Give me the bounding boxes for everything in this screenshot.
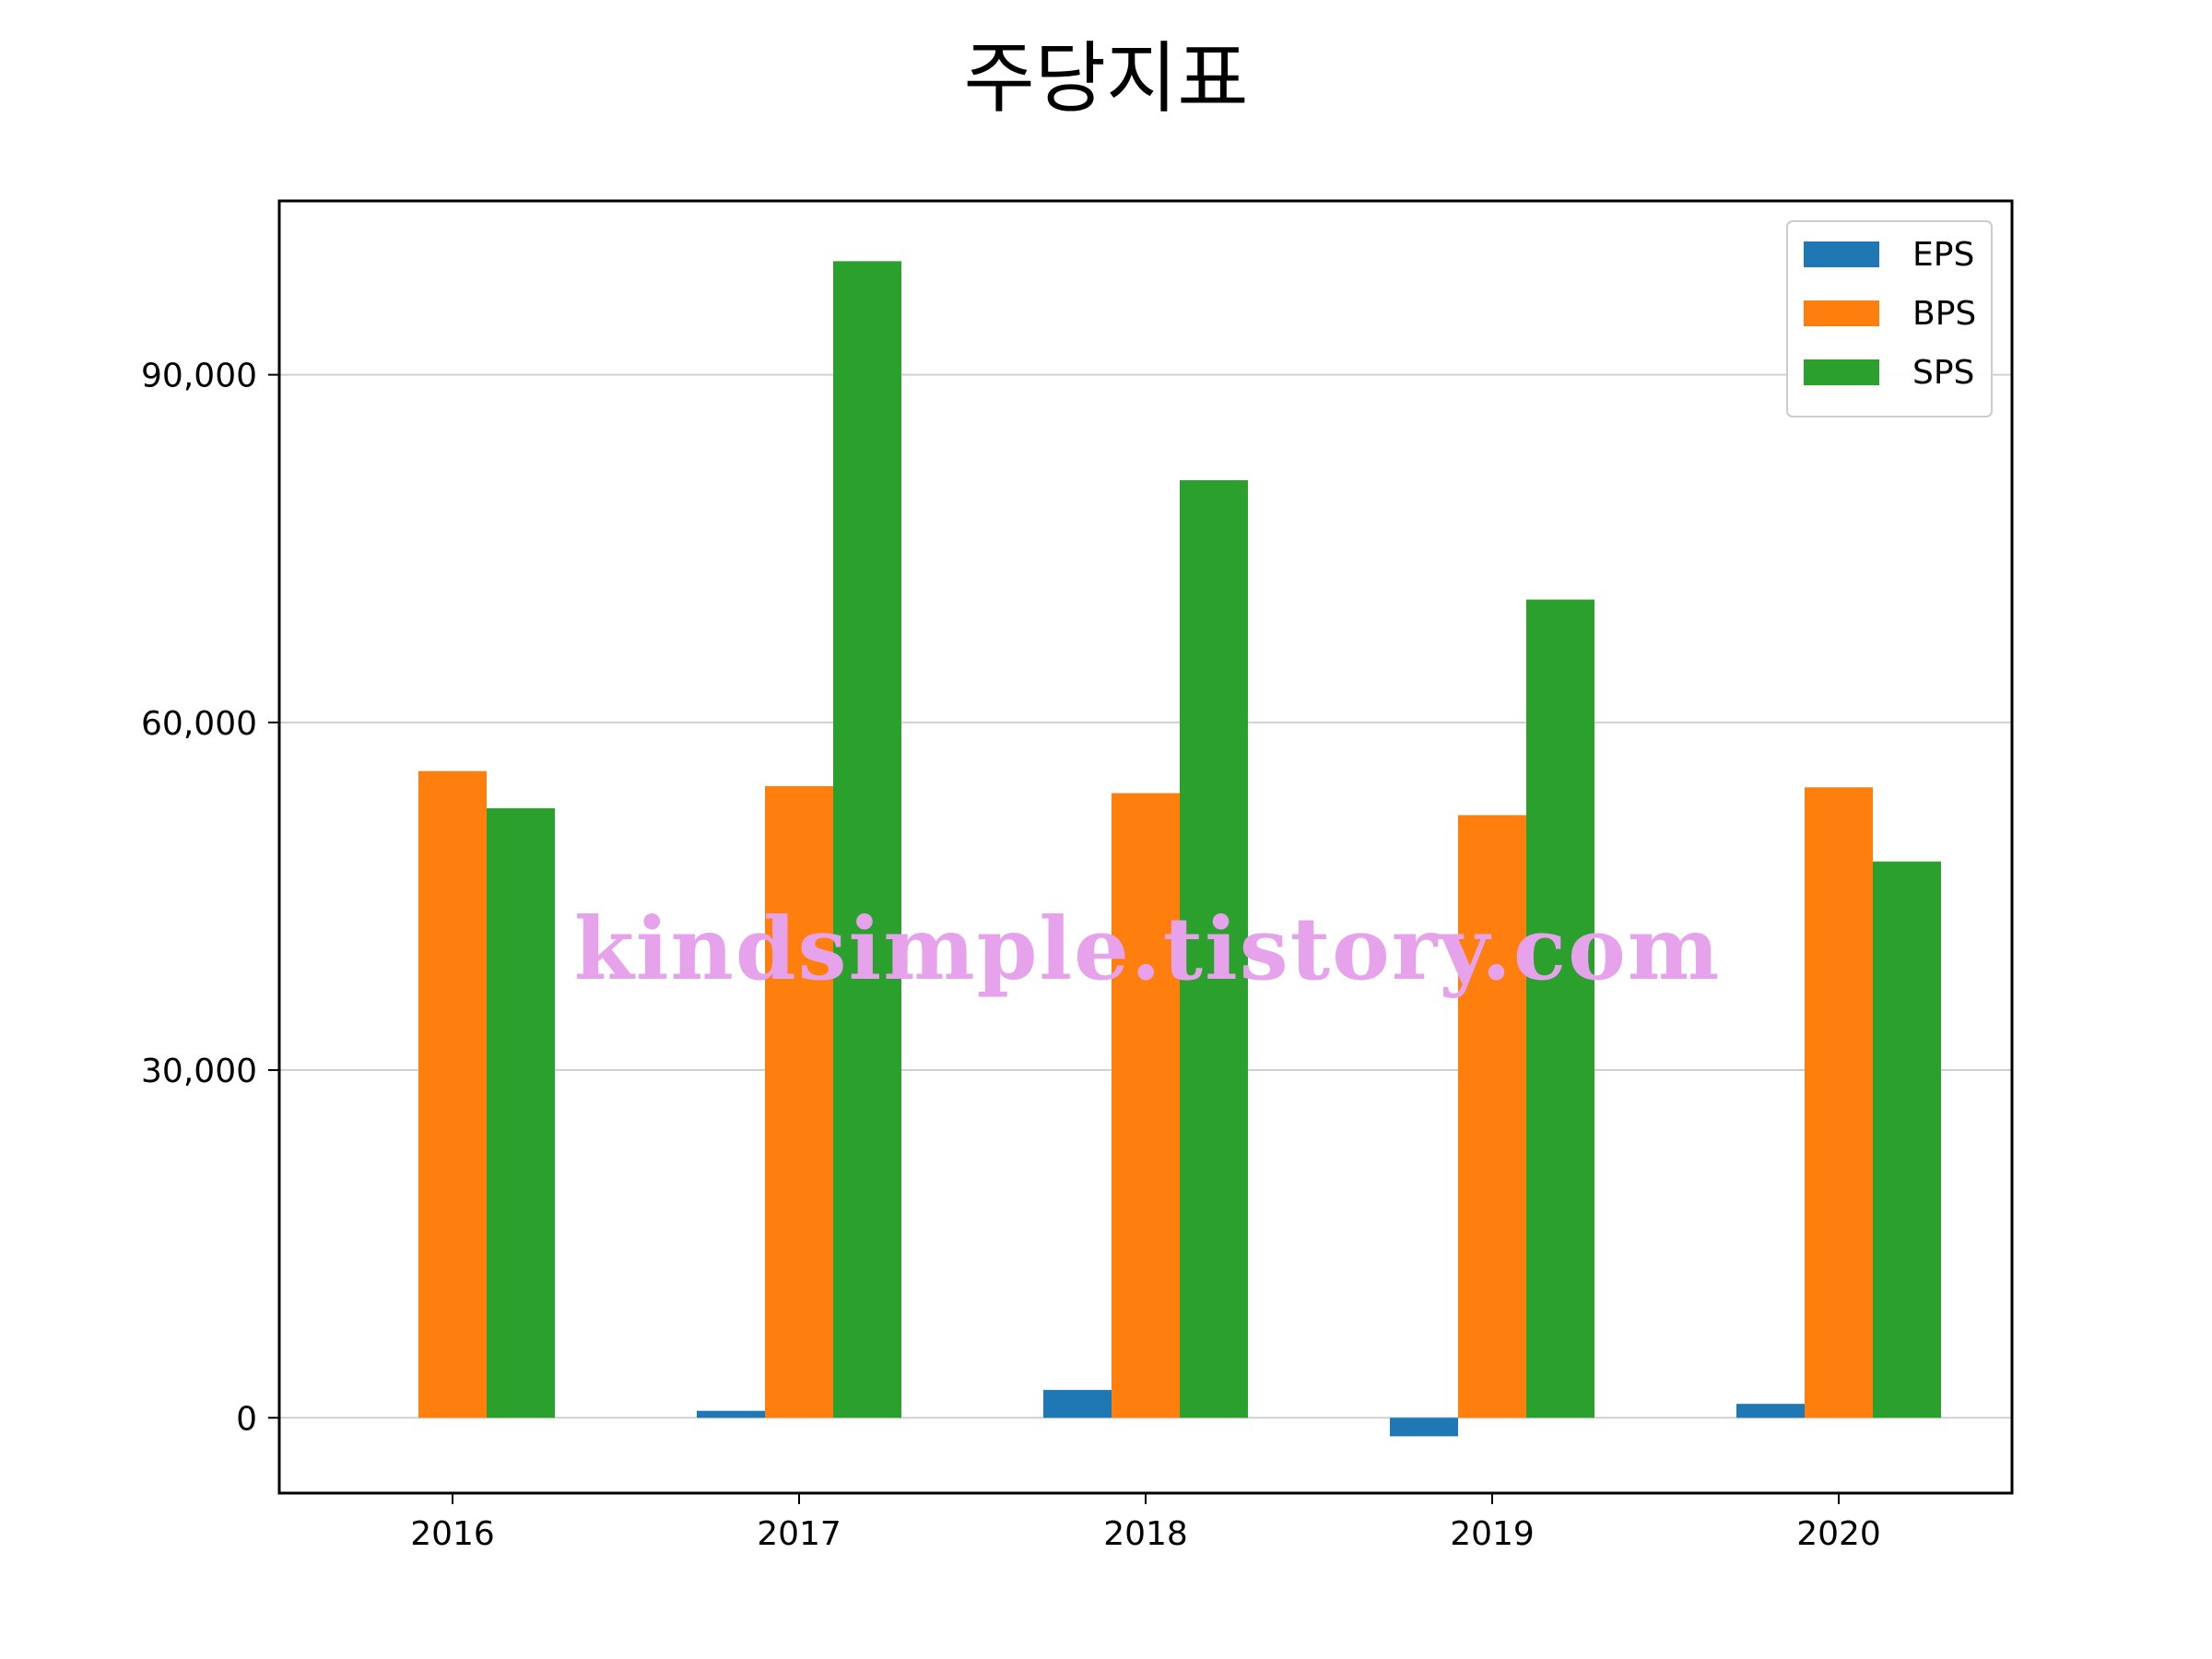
y-tick-label: 0	[236, 1400, 257, 1438]
bar-bps-2016	[418, 771, 487, 1418]
axis-ticks: 0 30,000 60,000 90,000 2016 2017 2018 2019 2020	[141, 358, 1881, 1553]
chart-title: 주당지표	[963, 33, 1249, 124]
bar-eps-2019	[1390, 1418, 1458, 1437]
x-tick-label: 2019	[1450, 1515, 1535, 1553]
x-tick-label: 2016	[410, 1515, 495, 1553]
legend-label-bps: BPS	[1912, 295, 1976, 333]
legend-swatch-bps	[1804, 300, 1879, 326]
legend-swatch-eps	[1804, 241, 1879, 267]
bar-bps-2019	[1458, 815, 1526, 1418]
bar-eps-2018	[1043, 1390, 1112, 1418]
bar-sps-2020	[1873, 861, 1941, 1418]
legend-label-eps: EPS	[1912, 236, 1974, 274]
bar-sps-2018	[1180, 480, 1248, 1418]
x-tick-label: 2017	[757, 1515, 841, 1553]
legend-swatch-sps	[1804, 359, 1879, 385]
bar-sps-2019	[1526, 599, 1594, 1418]
y-tick-label: 60,000	[141, 705, 257, 743]
bar-eps-2020	[1736, 1404, 1805, 1418]
x-tick-label: 2018	[1103, 1515, 1188, 1553]
bar-sps-2016	[487, 807, 555, 1418]
bar-eps-2017	[697, 1410, 765, 1418]
watermark-text: kindsimple.tistory.com	[573, 899, 1722, 1000]
bar-bps-2017	[765, 785, 833, 1418]
bar-bps-2018	[1112, 793, 1180, 1418]
y-tick-label: 30,000	[141, 1053, 257, 1090]
legend: EPS BPS SPS	[1786, 220, 1993, 418]
bar-bps-2020	[1805, 787, 1873, 1418]
y-tick-label: 90,000	[141, 358, 257, 395]
x-tick-label: 2020	[1796, 1515, 1881, 1553]
bar-sps-2017	[833, 261, 901, 1418]
legend-label-sps: SPS	[1912, 354, 1974, 392]
bars	[418, 261, 1941, 1437]
